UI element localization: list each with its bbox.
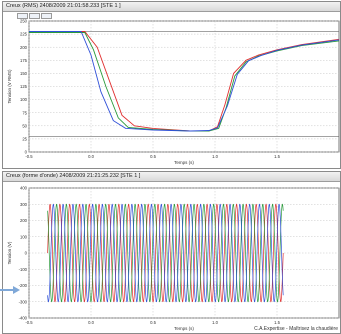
- series-toggle-1[interactable]: [17, 13, 28, 19]
- wave-y-tick-label: -400: [19, 316, 28, 321]
- rms-series-line-blue: [29, 31, 340, 132]
- rms-y-tick-label: 225: [20, 32, 28, 37]
- series-toggle-3[interactable]: [41, 13, 52, 19]
- rms-chart-window: Creux (RMS) 2408/2009 21:01:58.233 [STE …: [2, 1, 341, 169]
- wave-y-tick-label: 400: [20, 186, 28, 191]
- rms-x-tick-label: 0.0: [88, 154, 94, 159]
- rms-x-tick-label: 1.5: [274, 154, 280, 159]
- rms-x-tick-label: 1.0: [212, 154, 218, 159]
- wave-y-tick-label: -200: [19, 283, 28, 288]
- rms-y-tick-label: 50: [22, 123, 27, 128]
- waveform-series-line-blue: [47, 203, 284, 303]
- waveform-chart-title: Creux (forme d'onde) 2408/2009 21:21:25.…: [3, 172, 340, 182]
- rms-y-tick-label: 150: [20, 71, 28, 76]
- rms-x-tick-label: 0.5: [150, 154, 156, 159]
- rms-y-tick-label: 200: [20, 45, 28, 50]
- rms-y-tick-label: 75: [22, 110, 27, 115]
- wave-x-tick-label: 0.0: [88, 320, 94, 325]
- wave-y-tick-label: -100: [19, 267, 28, 272]
- wave-y-tick-label: 0: [25, 251, 28, 256]
- rms-y-tick-label: 0: [25, 150, 28, 155]
- waveform-series-line-green: [47, 203, 284, 303]
- rms-y-tick-label: 100: [20, 97, 28, 102]
- rms-series-toggles: [17, 13, 52, 19]
- wave-y-tick-label: 100: [20, 234, 28, 239]
- rms-x-tick-label: -0.5: [25, 154, 33, 159]
- rms-y-tick-label: 250: [20, 19, 28, 24]
- waveform-chart-window: Creux (forme d'onde) 2408/2009 21:21:25.…: [2, 171, 341, 334]
- waveform-voltage-chart: 400 300 200 100 0 -100 -200 -300 -400-0.5 0.0 0.5 1…: [7, 186, 340, 331]
- rms-y-tick-label: 25: [22, 137, 27, 142]
- wave-y-tick-label: -300: [19, 299, 28, 304]
- wave-y-tick-label: 300: [20, 202, 28, 207]
- wave-x-tick-label: 1.0: [212, 320, 218, 325]
- rms-y-tick-label: 125: [20, 84, 28, 89]
- wave-y-tick-label: 200: [20, 218, 28, 223]
- wave-y-axis-label: Tension (V): [7, 241, 12, 264]
- wave-x-axis-label: Temps (s): [174, 326, 194, 331]
- caption-text: C.A.Expertise - Maîtrisez la chaudière: [254, 326, 338, 332]
- wave-x-tick-label: 1.5: [274, 320, 280, 325]
- rms-y-axis-label: Tension (V RMS): [7, 69, 12, 104]
- arrow-pointer-icon: [0, 286, 20, 294]
- waveform-series-line-red: [47, 203, 284, 303]
- rms-y-tick-label: 175: [20, 58, 28, 63]
- wave-x-tick-label: 0.5: [150, 320, 156, 325]
- wave-x-tick-label: -0.5: [25, 320, 33, 325]
- rms-chart-title: Creux (RMS) 2408/2009 21:01:58.233 [STE …: [3, 2, 340, 12]
- rms-x-axis-label: Temps (s): [174, 160, 194, 165]
- series-toggle-2[interactable]: [29, 13, 40, 19]
